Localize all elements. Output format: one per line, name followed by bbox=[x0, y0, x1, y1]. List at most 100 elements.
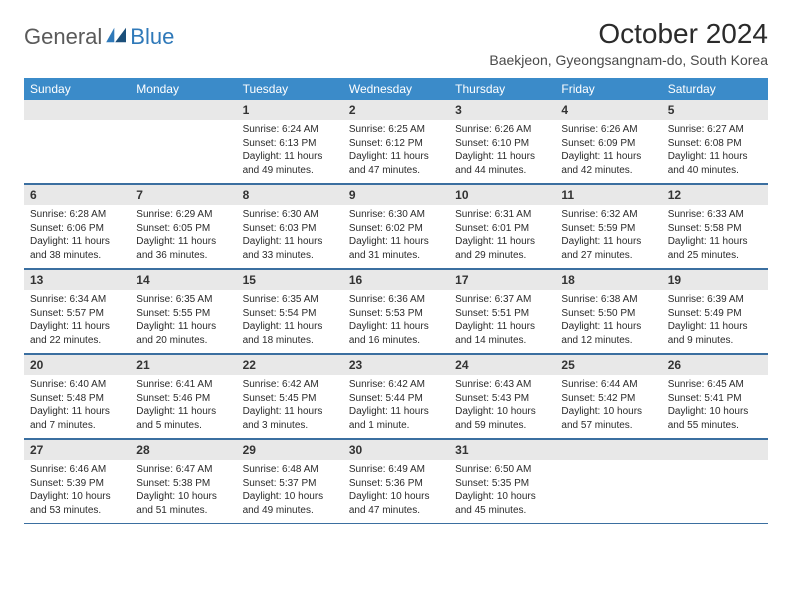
sunrise-line: Sunrise: 6:32 AM bbox=[561, 208, 655, 222]
sunrise-line: Sunrise: 6:30 AM bbox=[243, 208, 337, 222]
day-cell: Sunrise: 6:37 AMSunset: 5:51 PMDaylight:… bbox=[449, 290, 555, 353]
day-number: 22 bbox=[237, 355, 343, 375]
day-number: 3 bbox=[449, 100, 555, 120]
sunrise-line: Sunrise: 6:38 AM bbox=[561, 293, 655, 307]
sunrise-line: Sunrise: 6:24 AM bbox=[243, 123, 337, 137]
sunset-line: Sunset: 5:53 PM bbox=[349, 307, 443, 321]
daylight-line: Daylight: 11 hours and 31 minutes. bbox=[349, 235, 443, 262]
sunrise-line: Sunrise: 6:46 AM bbox=[30, 463, 124, 477]
day-number bbox=[130, 100, 236, 120]
weekday-saturday: Saturday bbox=[662, 78, 768, 100]
sunset-line: Sunset: 5:58 PM bbox=[668, 222, 762, 236]
daylight-line: Daylight: 11 hours and 7 minutes. bbox=[30, 405, 124, 432]
day-number: 13 bbox=[24, 270, 130, 290]
sunset-line: Sunset: 5:59 PM bbox=[561, 222, 655, 236]
daylight-line: Daylight: 11 hours and 33 minutes. bbox=[243, 235, 337, 262]
daylight-line: Daylight: 11 hours and 44 minutes. bbox=[455, 150, 549, 177]
sunrise-line: Sunrise: 6:41 AM bbox=[136, 378, 230, 392]
daylight-line: Daylight: 11 hours and 3 minutes. bbox=[243, 405, 337, 432]
daylight-line: Daylight: 10 hours and 59 minutes. bbox=[455, 405, 549, 432]
daylight-line: Daylight: 11 hours and 42 minutes. bbox=[561, 150, 655, 177]
day-cell: Sunrise: 6:48 AMSunset: 5:37 PMDaylight:… bbox=[237, 460, 343, 523]
day-number: 9 bbox=[343, 185, 449, 205]
day-number: 27 bbox=[24, 440, 130, 460]
daynum-row: 6789101112 bbox=[24, 184, 768, 205]
day-cell: Sunrise: 6:27 AMSunset: 6:08 PMDaylight:… bbox=[662, 120, 768, 183]
daylight-line: Daylight: 11 hours and 22 minutes. bbox=[30, 320, 124, 347]
day-cell: Sunrise: 6:46 AMSunset: 5:39 PMDaylight:… bbox=[24, 460, 130, 523]
week-row: Sunrise: 6:34 AMSunset: 5:57 PMDaylight:… bbox=[24, 290, 768, 354]
day-number: 16 bbox=[343, 270, 449, 290]
sunrise-line: Sunrise: 6:25 AM bbox=[349, 123, 443, 137]
day-number: 2 bbox=[343, 100, 449, 120]
daylight-line: Daylight: 11 hours and 25 minutes. bbox=[668, 235, 762, 262]
sunrise-line: Sunrise: 6:36 AM bbox=[349, 293, 443, 307]
sunset-line: Sunset: 5:45 PM bbox=[243, 392, 337, 406]
week-row: Sunrise: 6:46 AMSunset: 5:39 PMDaylight:… bbox=[24, 460, 768, 524]
sunrise-line: Sunrise: 6:39 AM bbox=[668, 293, 762, 307]
month-title: October 2024 bbox=[489, 18, 768, 50]
daylight-line: Daylight: 11 hours and 38 minutes. bbox=[30, 235, 124, 262]
daynum-row: 20212223242526 bbox=[24, 354, 768, 375]
day-cell: Sunrise: 6:30 AMSunset: 6:03 PMDaylight:… bbox=[237, 205, 343, 268]
day-cell: Sunrise: 6:36 AMSunset: 5:53 PMDaylight:… bbox=[343, 290, 449, 353]
sunrise-line: Sunrise: 6:43 AM bbox=[455, 378, 549, 392]
day-cell: Sunrise: 6:35 AMSunset: 5:55 PMDaylight:… bbox=[130, 290, 236, 353]
day-number: 26 bbox=[662, 355, 768, 375]
daylight-line: Daylight: 10 hours and 49 minutes. bbox=[243, 490, 337, 517]
daylight-line: Daylight: 11 hours and 5 minutes. bbox=[136, 405, 230, 432]
daylight-line: Daylight: 11 hours and 1 minute. bbox=[349, 405, 443, 432]
sunset-line: Sunset: 5:36 PM bbox=[349, 477, 443, 491]
daylight-line: Daylight: 10 hours and 47 minutes. bbox=[349, 490, 443, 517]
sunset-line: Sunset: 5:35 PM bbox=[455, 477, 549, 491]
day-number: 18 bbox=[555, 270, 661, 290]
sunset-line: Sunset: 6:08 PM bbox=[668, 137, 762, 151]
sunset-line: Sunset: 5:38 PM bbox=[136, 477, 230, 491]
daynum-row: 12345 bbox=[24, 100, 768, 120]
week-row: Sunrise: 6:24 AMSunset: 6:13 PMDaylight:… bbox=[24, 120, 768, 184]
day-cell: Sunrise: 6:26 AMSunset: 6:09 PMDaylight:… bbox=[555, 120, 661, 183]
day-cell: Sunrise: 6:24 AMSunset: 6:13 PMDaylight:… bbox=[237, 120, 343, 183]
sunrise-line: Sunrise: 6:27 AM bbox=[668, 123, 762, 137]
day-cell bbox=[555, 460, 661, 523]
day-cell bbox=[662, 460, 768, 523]
sunrise-line: Sunrise: 6:37 AM bbox=[455, 293, 549, 307]
sunset-line: Sunset: 6:12 PM bbox=[349, 137, 443, 151]
daylight-line: Daylight: 10 hours and 55 minutes. bbox=[668, 405, 762, 432]
day-cell: Sunrise: 6:49 AMSunset: 5:36 PMDaylight:… bbox=[343, 460, 449, 523]
day-number: 24 bbox=[449, 355, 555, 375]
daylight-line: Daylight: 11 hours and 20 minutes. bbox=[136, 320, 230, 347]
sunrise-line: Sunrise: 6:40 AM bbox=[30, 378, 124, 392]
sunrise-line: Sunrise: 6:28 AM bbox=[30, 208, 124, 222]
sunrise-line: Sunrise: 6:44 AM bbox=[561, 378, 655, 392]
day-cell: Sunrise: 6:41 AMSunset: 5:46 PMDaylight:… bbox=[130, 375, 236, 438]
weekday-header-row: SundayMondayTuesdayWednesdayThursdayFrid… bbox=[24, 78, 768, 100]
sunset-line: Sunset: 5:46 PM bbox=[136, 392, 230, 406]
day-number: 19 bbox=[662, 270, 768, 290]
sunrise-line: Sunrise: 6:35 AM bbox=[136, 293, 230, 307]
logo-text-blue: Blue bbox=[130, 24, 174, 50]
day-cell: Sunrise: 6:35 AMSunset: 5:54 PMDaylight:… bbox=[237, 290, 343, 353]
sunset-line: Sunset: 6:10 PM bbox=[455, 137, 549, 151]
weekday-tuesday: Tuesday bbox=[237, 78, 343, 100]
day-cell: Sunrise: 6:32 AMSunset: 5:59 PMDaylight:… bbox=[555, 205, 661, 268]
sunset-line: Sunset: 5:50 PM bbox=[561, 307, 655, 321]
day-number: 10 bbox=[449, 185, 555, 205]
daylight-line: Daylight: 11 hours and 36 minutes. bbox=[136, 235, 230, 262]
sunrise-line: Sunrise: 6:47 AM bbox=[136, 463, 230, 477]
daylight-line: Daylight: 10 hours and 57 minutes. bbox=[561, 405, 655, 432]
weekday-friday: Friday bbox=[555, 78, 661, 100]
daylight-line: Daylight: 11 hours and 49 minutes. bbox=[243, 150, 337, 177]
day-cell: Sunrise: 6:40 AMSunset: 5:48 PMDaylight:… bbox=[24, 375, 130, 438]
day-cell: Sunrise: 6:26 AMSunset: 6:10 PMDaylight:… bbox=[449, 120, 555, 183]
day-cell bbox=[24, 120, 130, 183]
daylight-line: Daylight: 11 hours and 47 minutes. bbox=[349, 150, 443, 177]
day-number: 29 bbox=[237, 440, 343, 460]
sunrise-line: Sunrise: 6:42 AM bbox=[243, 378, 337, 392]
day-cell: Sunrise: 6:39 AMSunset: 5:49 PMDaylight:… bbox=[662, 290, 768, 353]
day-number: 30 bbox=[343, 440, 449, 460]
day-number: 1 bbox=[237, 100, 343, 120]
daylight-line: Daylight: 11 hours and 16 minutes. bbox=[349, 320, 443, 347]
sunrise-line: Sunrise: 6:29 AM bbox=[136, 208, 230, 222]
day-cell: Sunrise: 6:30 AMSunset: 6:02 PMDaylight:… bbox=[343, 205, 449, 268]
